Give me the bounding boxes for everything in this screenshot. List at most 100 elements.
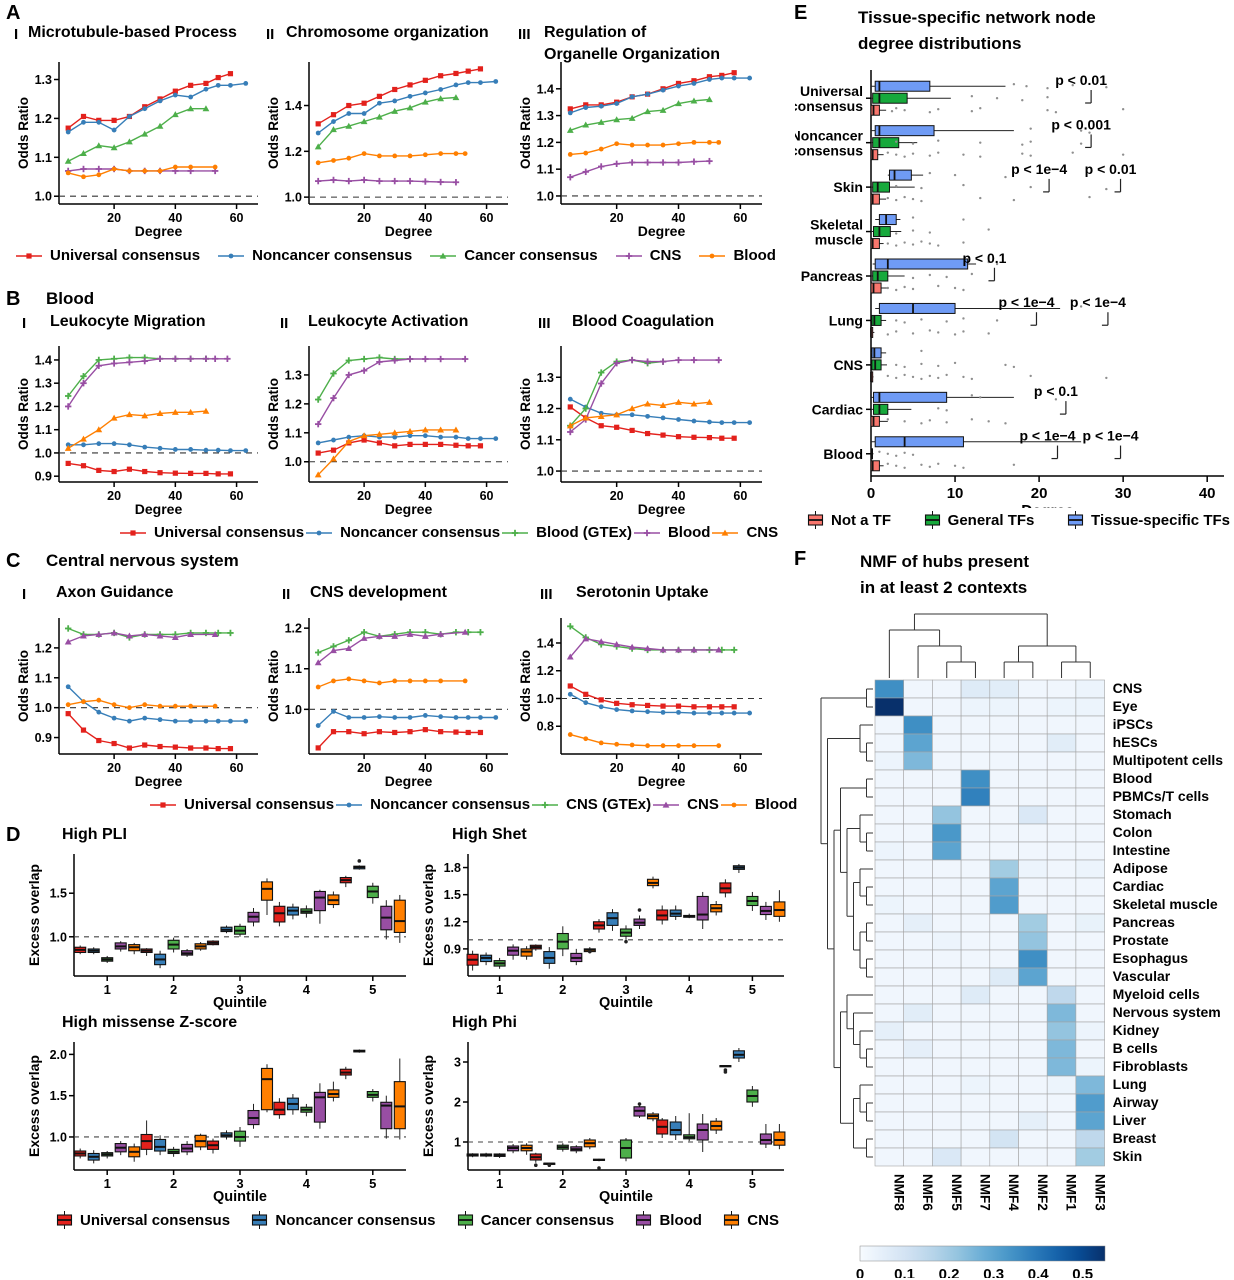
- svg-text:1: 1: [104, 982, 111, 997]
- svg-text:Cardiac: Cardiac: [812, 401, 864, 417]
- legend-item-noncancer-consensus: Noncancer consensus: [304, 524, 500, 541]
- svg-text:20: 20: [1031, 485, 1048, 502]
- legend-item-label: Blood (GTEx): [536, 524, 632, 541]
- legend-marker-icon: [430, 252, 457, 259]
- svg-text:Noncancer: Noncancer: [795, 128, 864, 144]
- panel-b1-title: Leukocyte Migration: [50, 313, 206, 330]
- legend-box-icon: [807, 511, 824, 529]
- svg-text:Odds Ratio: Odds Ratio: [518, 378, 533, 450]
- svg-text:1.1: 1.1: [35, 423, 52, 437]
- svg-text:1.1: 1.1: [35, 151, 52, 165]
- svg-text:Degree: Degree: [135, 223, 183, 239]
- box-chart-high-pli: 1.0 1.5 1 2 3 4 5 Excess overlap Quintile: [26, 854, 406, 1011]
- svg-text:1.3: 1.3: [285, 368, 302, 382]
- svg-text:Odds Ratio: Odds Ratio: [16, 97, 31, 169]
- line-chart-leukocyte-migration: 0.9 1.0 1.1 1.2 1.3 1.4 20 40 60 Odds Ratio Degree: [16, 346, 258, 517]
- svg-text:40: 40: [1199, 485, 1216, 502]
- line-chart-regulation-organelle-organization: 1.0 1.1 1.2 1.3 1.4 20 40 60 Odds Ratio Degree: [518, 62, 762, 239]
- svg-text:30: 30: [1115, 485, 1132, 502]
- svg-text:4: 4: [303, 1176, 311, 1191]
- box-chart-high-missense-z-score: 1.0 1.5 2.0 1 2 3 4 5 Excess overlap Quintile: [26, 1042, 406, 1205]
- svg-text:1.0: 1.0: [537, 189, 554, 203]
- line-chart-blood-coagulation: 1.0 1.1 1.2 1.3 20 40 60 Odds Ratio Degree: [518, 346, 762, 517]
- panel-a2-title: Chromosome organization: [286, 24, 489, 41]
- legend-item-cns: CNS: [614, 247, 681, 264]
- svg-text:Liver: Liver: [1113, 1112, 1147, 1128]
- panel-a3-title-line1: Regulation of: [544, 24, 647, 41]
- svg-text:1.2: 1.2: [537, 136, 554, 150]
- svg-text:Odds Ratio: Odds Ratio: [16, 650, 31, 722]
- svg-text:p < 0.01: p < 0.01: [1085, 161, 1137, 177]
- svg-text:0: 0: [867, 485, 875, 502]
- legend-marker-icon: [699, 253, 726, 258]
- svg-text:3: 3: [236, 1176, 243, 1191]
- svg-text:hESCs: hESCs: [1113, 734, 1158, 750]
- panel-b3-title: Blood Coagulation: [572, 313, 715, 330]
- legend-item-cns: CNS: [651, 796, 719, 813]
- svg-text:NMF6: NMF6: [920, 1174, 935, 1211]
- svg-text:1.2: 1.2: [285, 397, 302, 411]
- svg-text:1: 1: [104, 1176, 111, 1191]
- panel-c1-numeral: I: [22, 586, 27, 603]
- panel-d-label: D: [6, 824, 21, 846]
- svg-text:Degree: Degree: [1021, 503, 1074, 508]
- svg-text:Airway: Airway: [1113, 1094, 1159, 1110]
- legend-item-cns-gtex-: CNS (GTEx): [530, 796, 651, 813]
- legend-marker-icon: [16, 252, 42, 259]
- legend-marker-icon: [615, 252, 642, 259]
- svg-text:1: 1: [496, 982, 503, 997]
- svg-text:40: 40: [418, 211, 432, 225]
- svg-text:1.0: 1.0: [50, 1130, 67, 1144]
- legend-box-icon: [1067, 511, 1084, 529]
- legend-panel-a: Universal consensus Noncancer consensus Ca…: [14, 247, 776, 264]
- svg-text:3: 3: [622, 1176, 629, 1191]
- svg-text:5: 5: [369, 1176, 376, 1191]
- svg-text:Skeletal muscle: Skeletal muscle: [1113, 896, 1218, 912]
- svg-text:1: 1: [454, 1136, 461, 1150]
- legend-item-blood: Blood: [697, 247, 776, 264]
- svg-text:1.5: 1.5: [50, 887, 67, 901]
- svg-text:Quintile: Quintile: [599, 995, 653, 1011]
- legend-item-label: CNS: [747, 1211, 779, 1229]
- svg-text:1.0: 1.0: [537, 465, 554, 479]
- svg-text:4: 4: [686, 1176, 694, 1191]
- legend-item-universal-consensus: Universal consensus: [55, 1210, 230, 1230]
- svg-text:1.2: 1.2: [537, 402, 554, 416]
- svg-text:1.3: 1.3: [35, 73, 52, 87]
- legend-item-label: Noncancer consensus: [252, 247, 413, 264]
- svg-text:Lung: Lung: [1113, 1076, 1147, 1092]
- svg-text:p < 0.1: p < 0.1: [1034, 383, 1078, 399]
- panel-b3-numeral: III: [538, 315, 551, 332]
- svg-text:1: 1: [496, 1176, 503, 1191]
- svg-text:60: 60: [230, 761, 244, 775]
- svg-text:1.8: 1.8: [444, 861, 461, 875]
- svg-text:Eye: Eye: [1113, 698, 1138, 714]
- svg-text:Degree: Degree: [135, 501, 183, 517]
- legend-item-not-a-tf: Not a TF: [806, 510, 891, 530]
- svg-text:NMF5: NMF5: [949, 1174, 964, 1211]
- svg-text:Intestine: Intestine: [1113, 842, 1171, 858]
- panel-b-section-title: Blood: [46, 289, 95, 308]
- box-chart-high-shet: 0.9 1.2 1.5 1.8 1 2 3 4 5 Excess overlap Quintile: [420, 854, 786, 1011]
- legend-item-cancer-consensus: Cancer consensus: [456, 1210, 614, 1230]
- svg-text:0.8: 0.8: [537, 720, 554, 734]
- svg-text:0: 0: [856, 1266, 864, 1278]
- svg-text:NMF7: NMF7: [977, 1174, 992, 1211]
- svg-text:Blood: Blood: [823, 446, 863, 462]
- legend-marker-icon: [502, 529, 529, 536]
- svg-text:Odds Ratio: Odds Ratio: [518, 650, 533, 722]
- svg-text:1.0: 1.0: [537, 692, 554, 706]
- legend-item-label: Universal consensus: [154, 524, 305, 541]
- svg-text:3: 3: [236, 982, 243, 997]
- line-chart-serotonin-uptake: 0.8 1.0 1.2 1.4 20 40 60 Odds Ratio Degree: [518, 618, 762, 789]
- panel-e-title-line2: degree distributions: [858, 34, 1022, 53]
- svg-text:2.0: 2.0: [50, 1048, 67, 1062]
- panel-c3-numeral: III: [540, 586, 553, 603]
- svg-text:Prostate: Prostate: [1113, 932, 1169, 948]
- panel-f-title-line2: in at least 2 contexts: [860, 578, 1028, 597]
- svg-text:Excess overlap: Excess overlap: [420, 1055, 436, 1157]
- svg-text:20: 20: [357, 761, 371, 775]
- svg-text:2: 2: [559, 1176, 566, 1191]
- svg-text:0.1: 0.1: [894, 1266, 915, 1278]
- svg-text:4: 4: [303, 982, 311, 997]
